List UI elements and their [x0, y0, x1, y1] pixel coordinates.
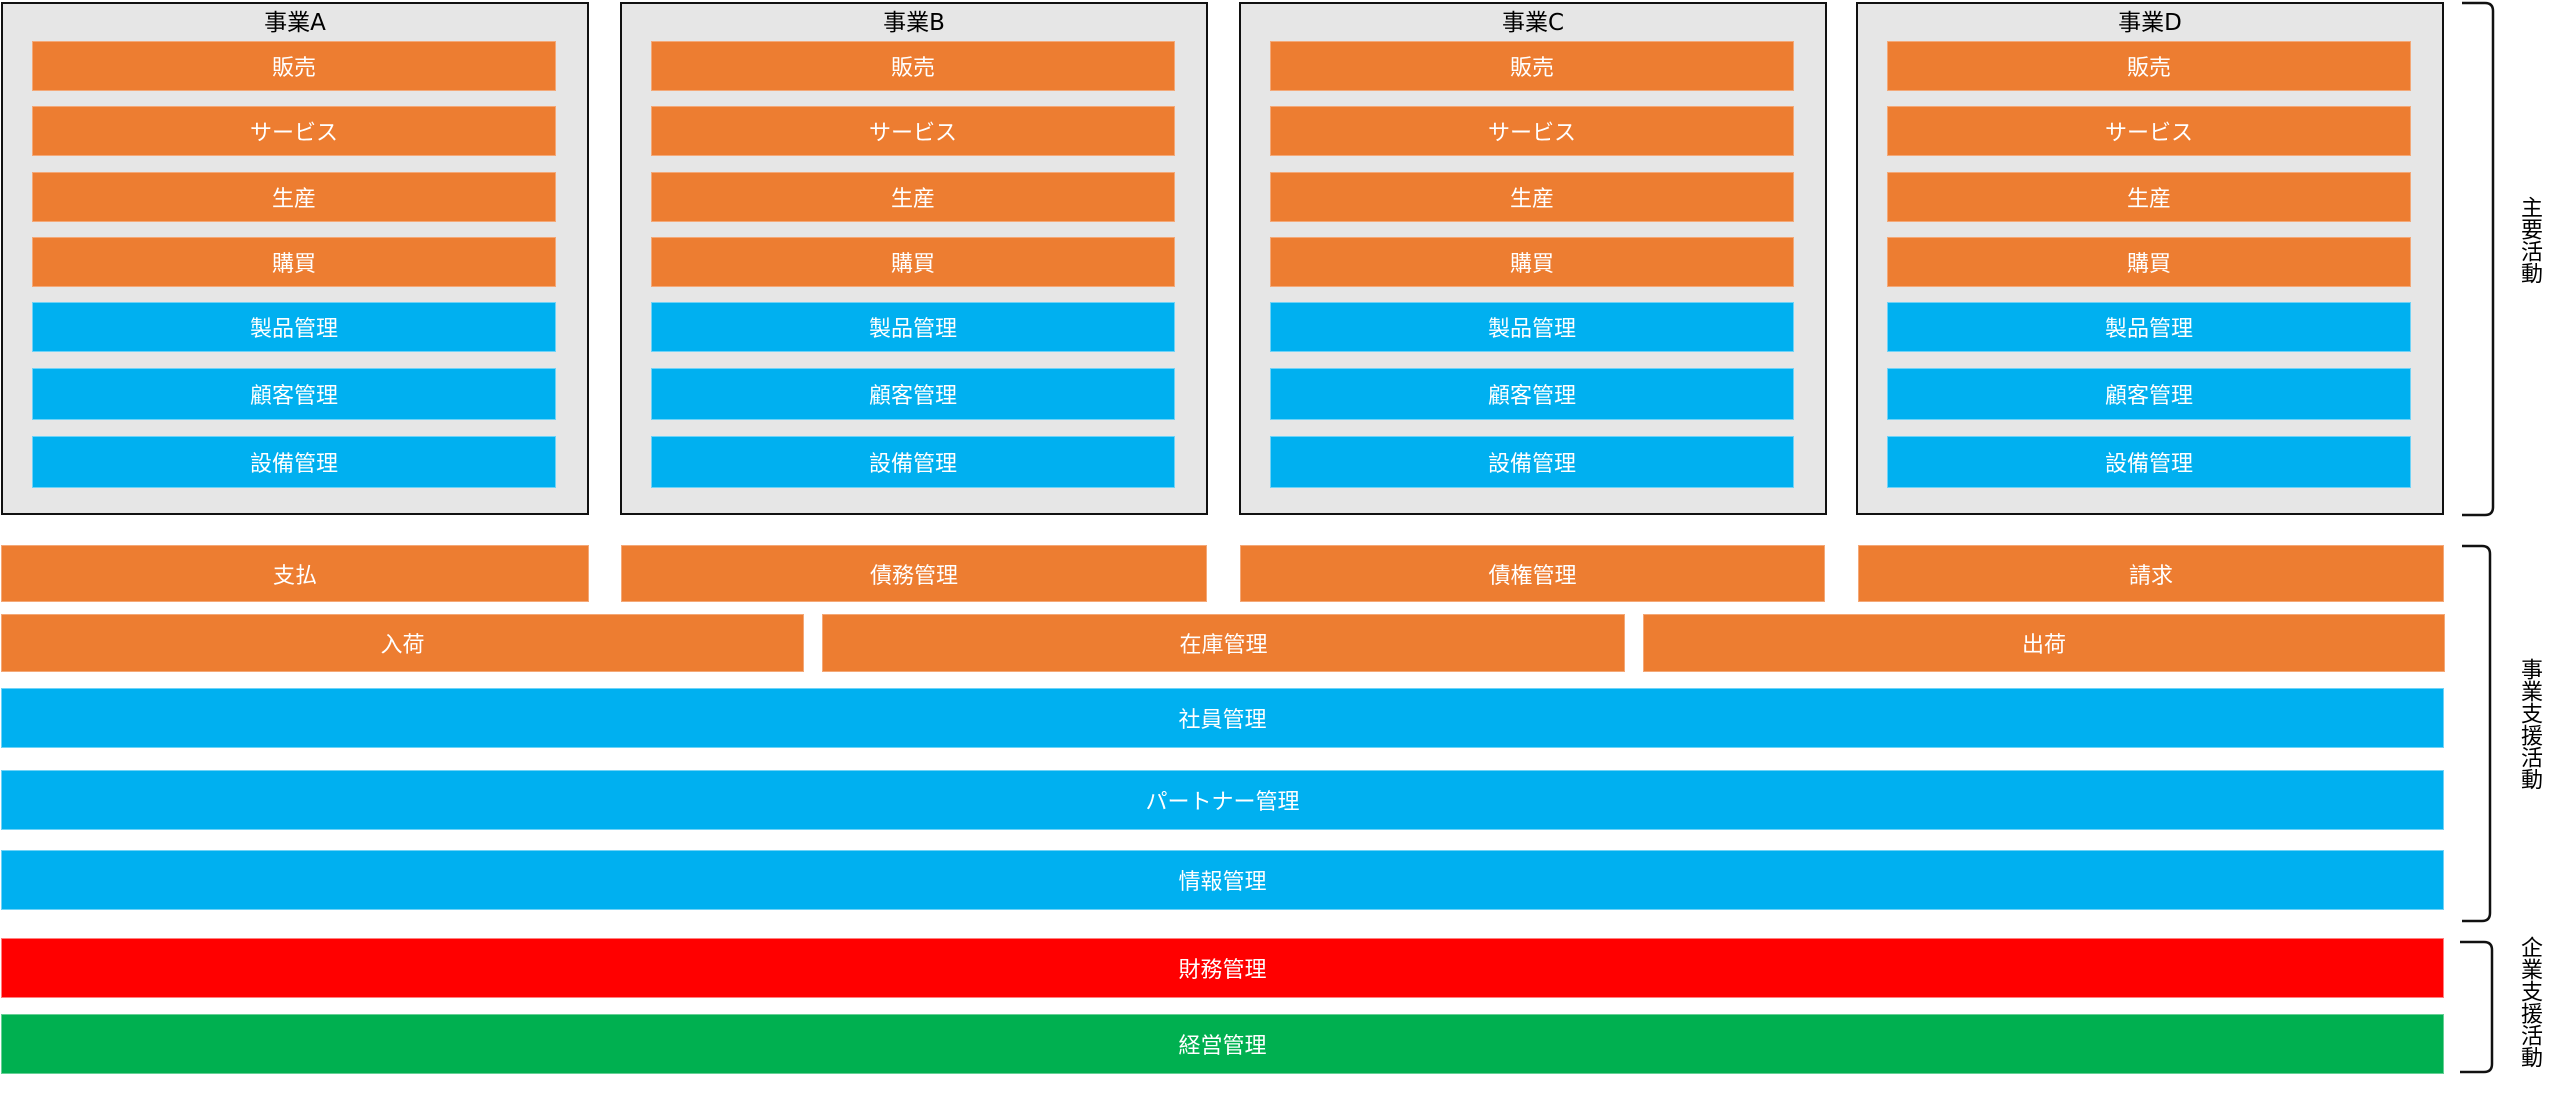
activity-bar: 設備管理	[651, 436, 1175, 488]
business-box: 事業D 販売サービス生産購買製品管理顧客管理設備管理	[1856, 2, 2444, 515]
activity-bar: 製品管理	[1887, 302, 2411, 352]
business-title: 事業B	[883, 10, 945, 36]
bracket-business-support	[2462, 544, 2492, 923]
activity-bar: 顧客管理	[1887, 368, 2411, 420]
support-bar: 債務管理	[621, 545, 1207, 602]
label-business-support-activities: 事業支援活動	[2517, 658, 2542, 790]
support-bar: 入荷	[1, 614, 804, 672]
activity-bar: サービス	[1270, 106, 1794, 156]
business-title: 事業A	[264, 10, 326, 36]
activity-bar: 顧客管理	[1270, 368, 1794, 420]
activity-bar: 販売	[651, 41, 1175, 91]
activity-bar: 生産	[1887, 172, 2411, 222]
business-title: 事業D	[2118, 10, 2182, 36]
label-primary-activities: 主要活動	[2517, 196, 2542, 284]
activity-bar: サービス	[651, 106, 1175, 156]
activity-bar: 購買	[32, 237, 556, 287]
business-box: 事業B 販売サービス生産購買製品管理顧客管理設備管理	[620, 2, 1208, 515]
business-box: 事業C 販売サービス生産購買製品管理顧客管理設備管理	[1239, 2, 1827, 515]
activity-bar: 生産	[1270, 172, 1794, 222]
support-wide-bar: 情報管理	[1, 850, 2444, 910]
support-bar: 請求	[1858, 545, 2444, 602]
activity-bar: 生産	[32, 172, 556, 222]
activity-bar: 販売	[32, 41, 556, 91]
support-bar: 在庫管理	[822, 614, 1625, 672]
activity-bar: 顧客管理	[651, 368, 1175, 420]
business-title: 事業C	[1501, 10, 1565, 36]
support-bar: 支払	[1, 545, 589, 602]
support-bar: 出荷	[1643, 614, 2445, 672]
support-wide-bar: パートナー管理	[1, 770, 2444, 830]
support-bar: 債権管理	[1240, 545, 1825, 602]
support-wide-bar: 社員管理	[1, 688, 2444, 748]
activity-bar: 生産	[651, 172, 1175, 222]
label-corporate-support-activities: 企業支援活動	[2517, 936, 2542, 1068]
activity-bar: サービス	[1887, 106, 2411, 156]
bracket-primary	[2462, 1, 2495, 517]
activity-bar: 販売	[1270, 41, 1794, 91]
activity-bar: 設備管理	[1270, 436, 1794, 488]
activity-bar: 購買	[651, 237, 1175, 287]
bracket-corporate-support	[2460, 940, 2494, 1074]
corporate-bar: 財務管理	[1, 938, 2444, 998]
activity-bar: 購買	[1887, 237, 2411, 287]
activity-bar: 顧客管理	[32, 368, 556, 420]
activity-bar: 設備管理	[32, 436, 556, 488]
activity-bar: 販売	[1887, 41, 2411, 91]
activity-bar: 製品管理	[1270, 302, 1794, 352]
activity-bar: 製品管理	[32, 302, 556, 352]
activity-bar: 設備管理	[1887, 436, 2411, 488]
activity-bar: 製品管理	[651, 302, 1175, 352]
activity-bar: 購買	[1270, 237, 1794, 287]
corporate-bar: 経営管理	[1, 1014, 2444, 1074]
business-box: 事業A 販売サービス生産購買製品管理顧客管理設備管理	[1, 2, 589, 515]
activity-bar: サービス	[32, 106, 556, 156]
